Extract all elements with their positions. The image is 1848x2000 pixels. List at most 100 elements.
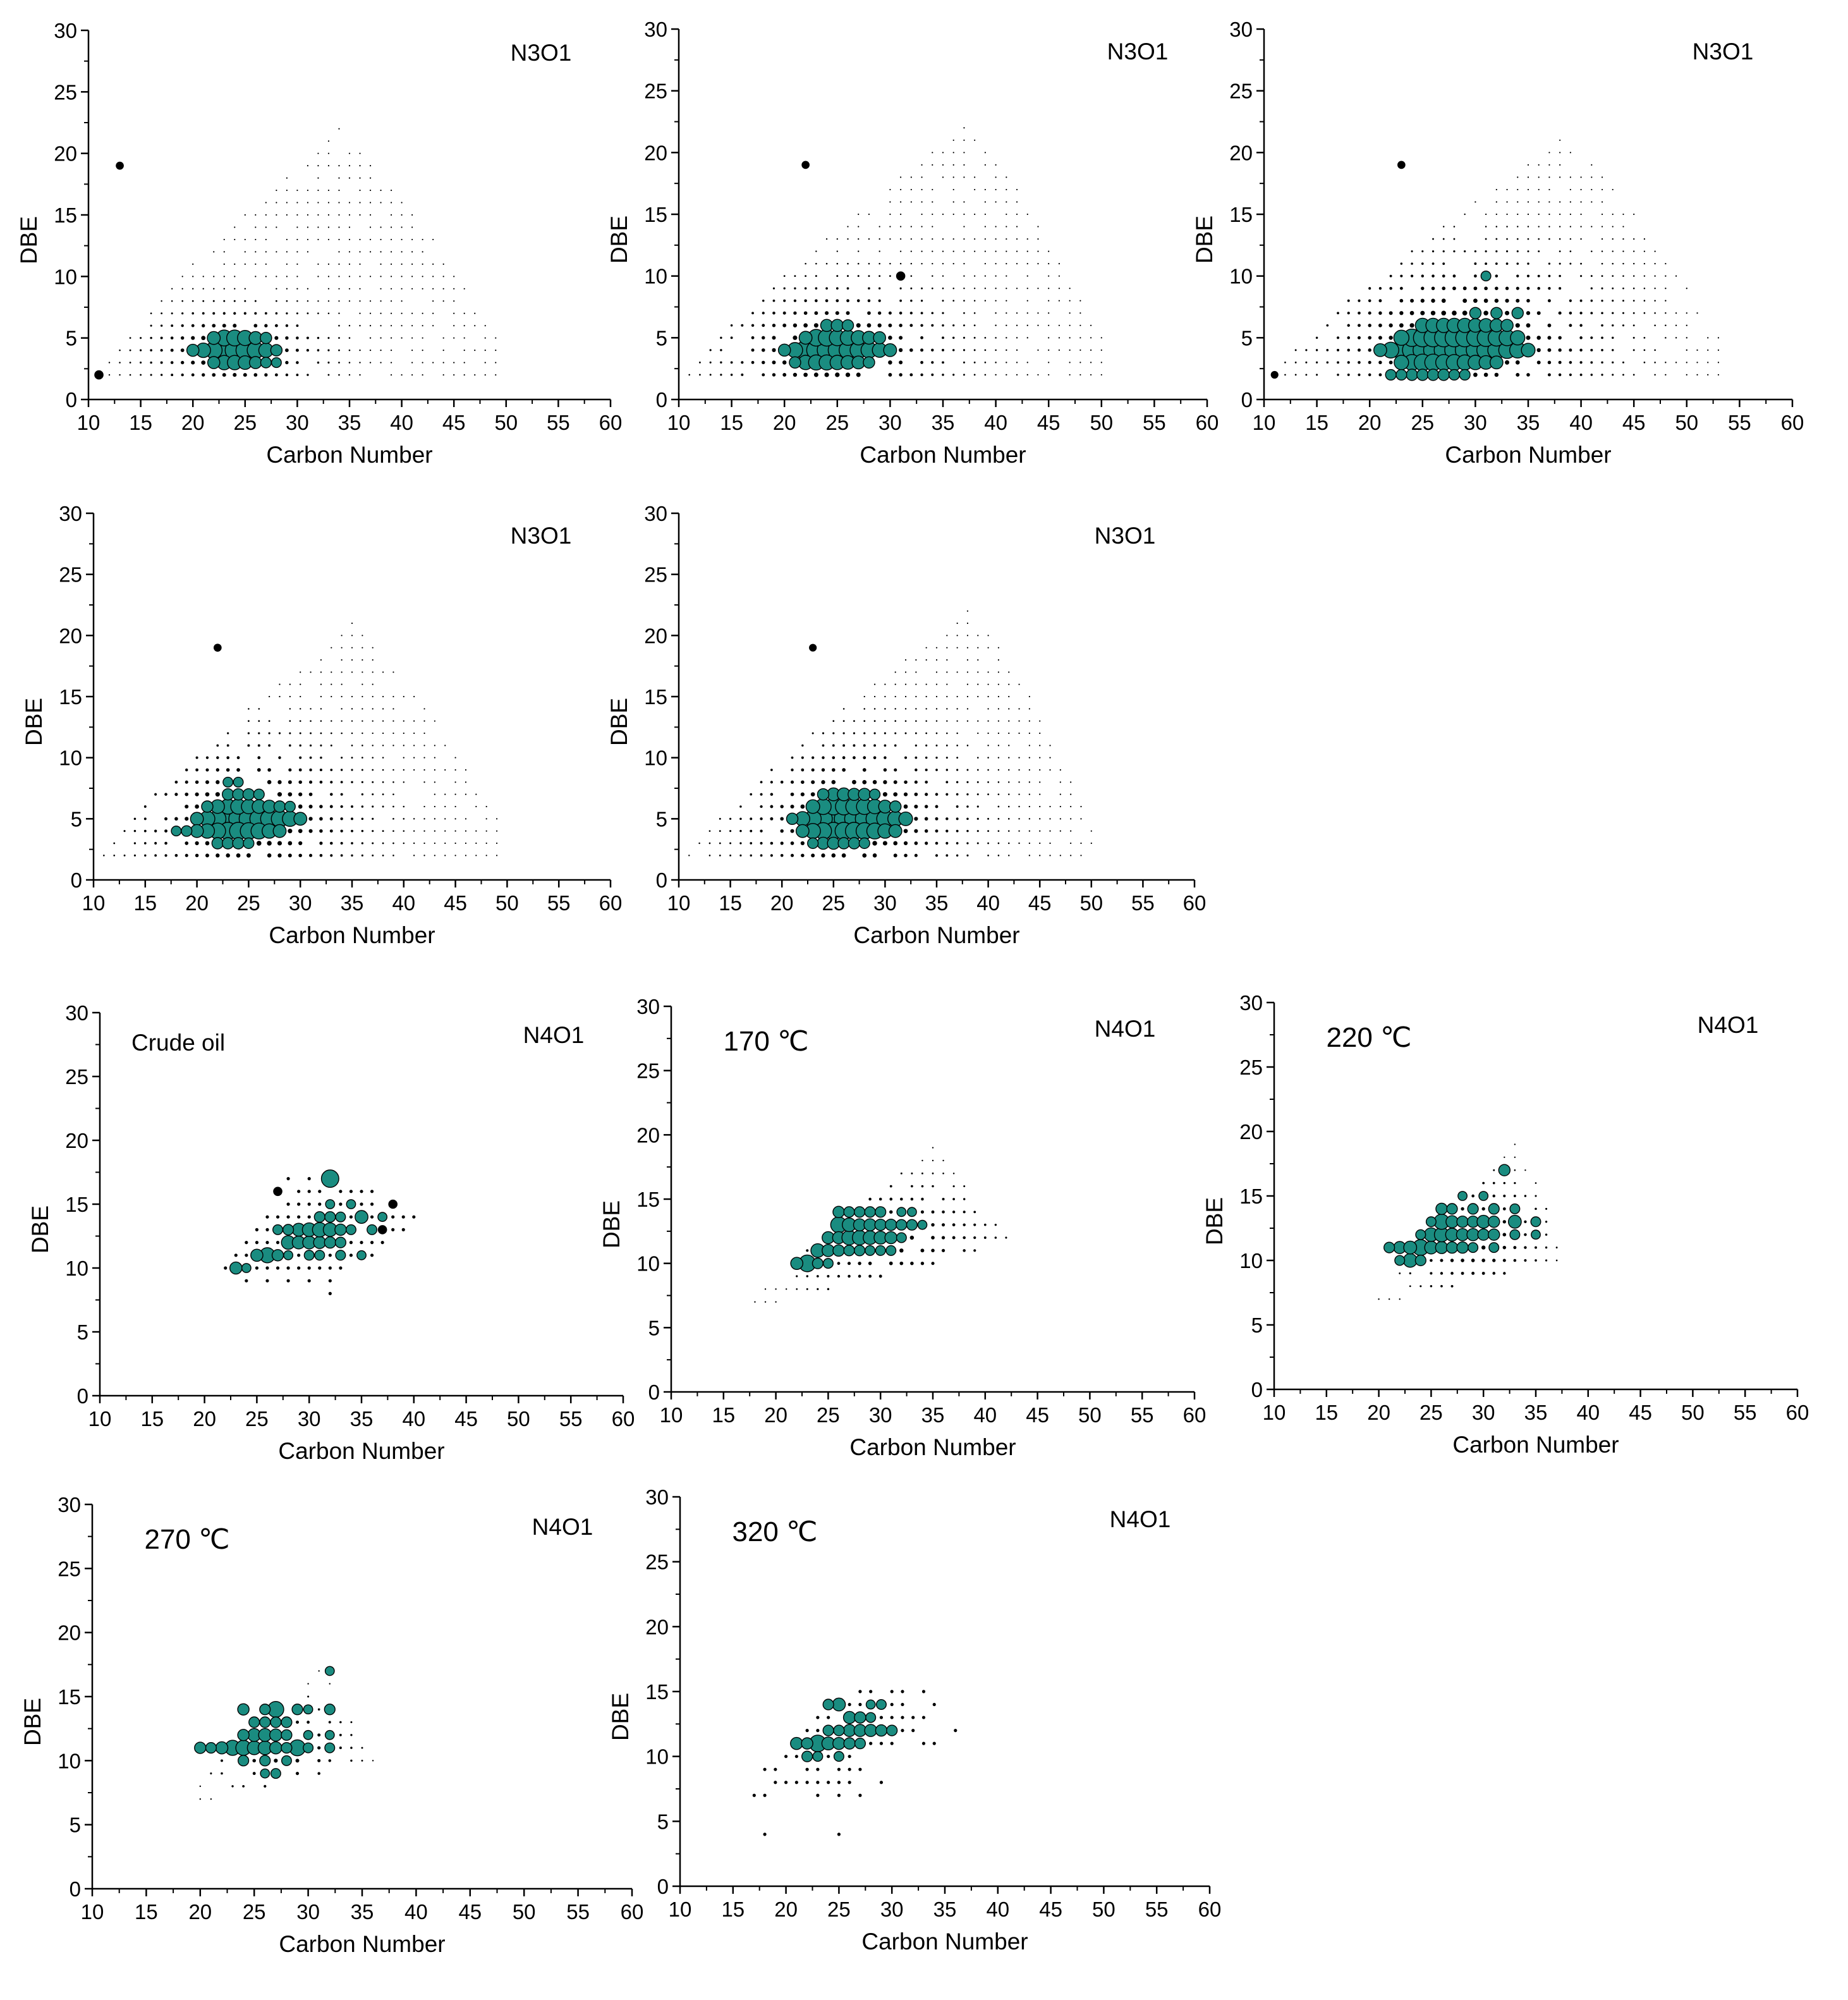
abundance-dot: [265, 202, 267, 204]
abundance-dot: [380, 226, 382, 228]
abundance-dot: [847, 226, 849, 228]
abundance-dot: [1654, 250, 1656, 252]
data-point: [1435, 1202, 1448, 1216]
abundance-dot: [1485, 262, 1488, 265]
abundance-dot: [1453, 250, 1456, 253]
abundance-dot: [1536, 336, 1541, 340]
abundance-dot: [848, 1767, 851, 1771]
abundance-dot: [1569, 250, 1572, 252]
abundance-dot: [1527, 164, 1529, 166]
abundance-dot: [372, 757, 374, 759]
abundance-dot: [370, 1202, 374, 1206]
data-point: [822, 1244, 835, 1257]
abundance-dot: [813, 323, 818, 328]
abundance-dot: [276, 1215, 280, 1219]
abundance-dot: [248, 708, 250, 710]
abundance-dot: [234, 238, 236, 241]
abundance-dot: [811, 768, 815, 772]
abundance-dot: [338, 189, 340, 192]
abundance-dot: [1633, 238, 1635, 240]
abundance-dot: [212, 324, 216, 328]
abundance-dot: [432, 362, 434, 363]
abundance-dot: [1058, 300, 1061, 302]
data-point: [171, 826, 182, 837]
abundance-dot: [296, 361, 299, 364]
abundance-dot: [1569, 311, 1572, 315]
abundance-dot: [873, 708, 876, 710]
abundance-dot: [317, 1733, 321, 1737]
formula-class-tag: N4O1: [1110, 1506, 1171, 1532]
abundance-dot: [935, 708, 938, 710]
abundance-dot: [140, 349, 142, 351]
x-tick-label: 20: [774, 1898, 798, 1921]
abundance-dot: [935, 647, 938, 649]
abundance-dot: [327, 349, 330, 351]
abundance-dot: [868, 262, 870, 265]
data-point: [273, 800, 286, 813]
abundance-dot: [952, 213, 954, 216]
abundance-dot: [915, 744, 917, 747]
data-point: [1416, 369, 1429, 381]
abundance-dot: [306, 348, 310, 352]
abundance-dot: [997, 805, 1000, 808]
abundance-dot: [244, 300, 246, 302]
abundance-dot: [977, 659, 979, 661]
abundance-dot: [956, 757, 959, 759]
x-tick-label: 55: [559, 1407, 583, 1430]
abundance-dot: [956, 854, 959, 857]
abundance-dot: [894, 732, 897, 735]
abundance-dot: [222, 373, 226, 377]
abundance-dot: [1039, 793, 1041, 795]
data-point: [259, 1716, 271, 1728]
abundance-dot: [1347, 312, 1350, 315]
abundance-dot: [942, 287, 944, 290]
abundance-dot: [1601, 312, 1603, 315]
abundance-dot: [1440, 1272, 1444, 1275]
abundance-dot: [258, 720, 260, 723]
abundance-dot: [932, 188, 933, 191]
x-tick-label: 55: [1131, 1403, 1154, 1427]
abundance-dot: [772, 311, 775, 315]
data-point: [221, 837, 234, 850]
abundance-dot: [1538, 238, 1540, 240]
data-point: [293, 812, 308, 826]
abundance-dot: [977, 671, 979, 673]
abundance-dot: [889, 226, 891, 228]
abundance-dot: [1569, 373, 1572, 377]
data-point: [898, 811, 913, 826]
abundance-dot: [362, 683, 363, 685]
abundance-dot: [317, 1759, 321, 1762]
abundance-dot: [390, 238, 392, 241]
abundance-dot: [815, 287, 818, 290]
abundance-dot: [205, 792, 210, 797]
abundance-dot: [872, 780, 877, 784]
abundance-dot: [1558, 336, 1562, 340]
abundance-dot: [422, 362, 423, 363]
abundance-dot: [946, 683, 948, 685]
abundance-dot: [966, 695, 969, 698]
abundance-dot: [770, 817, 774, 820]
sample-label: 320 ℃: [732, 1516, 817, 1547]
abundance-dot: [952, 139, 954, 141]
abundance-dot: [327, 276, 330, 277]
abundance-dot: [1654, 262, 1656, 265]
abundance-dot: [1526, 311, 1531, 315]
abundance-dot: [1643, 300, 1646, 302]
abundance-dot: [380, 238, 382, 241]
abundance-dot: [920, 348, 924, 352]
abundance-dot: [1090, 842, 1092, 845]
abundance-dot: [842, 708, 845, 710]
abundance-dot: [1643, 287, 1646, 290]
abundance-dot: [202, 276, 204, 277]
data-point: [229, 1261, 243, 1275]
abundance-dot: [899, 1261, 904, 1265]
abundance-dot: [1707, 362, 1709, 363]
abundance-dot: [1007, 830, 1010, 832]
abundance-dot: [362, 659, 363, 661]
abundance-dot: [1006, 349, 1007, 351]
abundance-dot: [997, 732, 1000, 735]
abundance-dot: [946, 720, 948, 722]
abundance-dot: [954, 1729, 957, 1733]
abundance-dot: [369, 165, 372, 167]
abundance-dot: [1006, 201, 1007, 203]
